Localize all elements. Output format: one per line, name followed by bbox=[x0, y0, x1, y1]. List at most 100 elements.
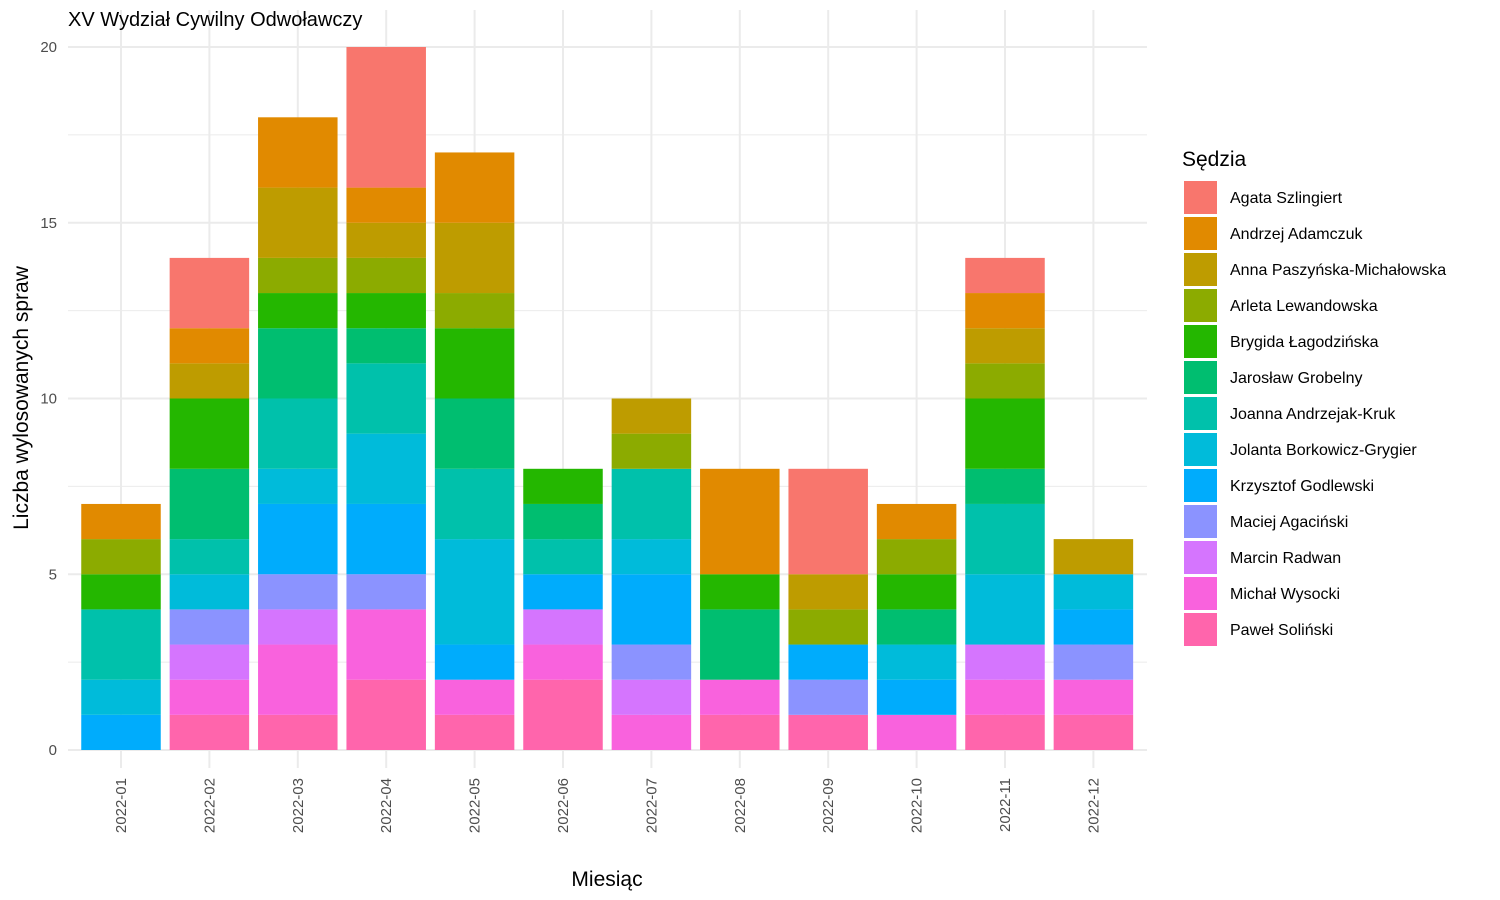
bar-segment bbox=[258, 714, 338, 750]
bar-segment bbox=[346, 363, 426, 434]
bar-segment bbox=[434, 644, 515, 680]
bar-segment bbox=[876, 539, 957, 575]
legend-key bbox=[1184, 433, 1217, 466]
bar-segment bbox=[611, 714, 692, 750]
legend-label: Joanna Andrzejak-Kruk bbox=[1230, 406, 1396, 423]
bar-segment bbox=[258, 117, 338, 188]
y-tick-label: 20 bbox=[40, 39, 57, 56]
x-tick-label: 2022-10 bbox=[909, 778, 926, 833]
bar-segment bbox=[258, 328, 338, 399]
legend-key bbox=[1184, 397, 1217, 430]
legend-label: Agata Szlingiert bbox=[1230, 190, 1343, 207]
bar-segment bbox=[258, 257, 338, 294]
bar-segment bbox=[965, 503, 1045, 575]
bar-segment bbox=[169, 609, 250, 645]
bar-segment bbox=[876, 679, 957, 715]
bar-segment bbox=[611, 539, 692, 575]
bar-segment bbox=[965, 468, 1045, 504]
y-tick-label: 5 bbox=[49, 566, 57, 583]
bar-segment bbox=[876, 714, 957, 750]
y-tick-labels: 0 5 10 15 20 bbox=[40, 39, 57, 759]
bar-segment bbox=[1053, 574, 1134, 610]
legend-label: Arleta Lewandowska bbox=[1230, 298, 1378, 315]
bar-segment bbox=[169, 574, 250, 610]
bar-segment bbox=[523, 468, 603, 504]
bar-segment bbox=[965, 293, 1045, 329]
bar-segment bbox=[434, 539, 515, 645]
legend-title: Sędzia bbox=[1182, 148, 1247, 171]
legend-label: Jarosław Grobelny bbox=[1230, 370, 1363, 387]
bar-segment bbox=[1053, 539, 1134, 575]
legend-key bbox=[1184, 181, 1217, 214]
bar-segment bbox=[434, 328, 515, 399]
legend-label: Brygida Łagodzińska bbox=[1230, 334, 1379, 351]
x-tick-label: 2022-12 bbox=[1085, 778, 1102, 833]
bar-segment bbox=[346, 574, 426, 610]
bar-segment bbox=[611, 574, 692, 645]
x-tick-label: 2022-02 bbox=[201, 778, 218, 833]
bar-segment bbox=[965, 257, 1045, 294]
bar-segment bbox=[788, 644, 868, 680]
bar-segment bbox=[346, 222, 426, 258]
bar-segment bbox=[81, 539, 161, 575]
legend-label: Marcin Radwan bbox=[1230, 550, 1341, 567]
bar-segment bbox=[258, 574, 338, 610]
x-tick-label: 2022-03 bbox=[290, 778, 307, 833]
bar-segment bbox=[965, 398, 1045, 469]
bar-segment bbox=[81, 609, 161, 680]
bar-segment bbox=[434, 222, 515, 294]
bar-segment bbox=[965, 574, 1045, 645]
y-axis-title: Liczba wylosowanych spraw bbox=[10, 265, 33, 530]
bar-segment bbox=[1053, 679, 1134, 715]
bar-segment bbox=[258, 468, 338, 504]
bar-segment bbox=[258, 187, 338, 258]
bar-segment bbox=[788, 714, 868, 750]
x-tick-labels: 2022-01 2022-02 2022-03 2022-04 2022-05 2022-… bbox=[113, 778, 1102, 833]
legend-key bbox=[1184, 577, 1217, 610]
bar-segment bbox=[434, 714, 515, 750]
bar-segment bbox=[434, 398, 515, 469]
bar-segment bbox=[523, 609, 603, 645]
bar-segment bbox=[81, 503, 161, 540]
bar-segment bbox=[258, 503, 338, 575]
bar-segment bbox=[1053, 644, 1134, 680]
bar-segment bbox=[169, 539, 250, 575]
x-tick-label: 2022-01 bbox=[113, 778, 130, 833]
bar-segment bbox=[788, 609, 868, 645]
legend-key bbox=[1184, 217, 1217, 250]
bar-segment bbox=[434, 468, 515, 540]
legend-key bbox=[1184, 361, 1217, 394]
bar-segment bbox=[523, 539, 603, 575]
legend-label: Paweł Soliński bbox=[1230, 622, 1333, 639]
bar-segment bbox=[434, 679, 515, 715]
bar-segment bbox=[700, 468, 780, 575]
bar-segment bbox=[876, 574, 957, 610]
bar-segment bbox=[876, 644, 957, 680]
bars bbox=[81, 47, 1134, 750]
legend-key bbox=[1184, 289, 1217, 322]
bar-segment bbox=[169, 257, 250, 329]
y-tick-label: 0 bbox=[49, 742, 57, 759]
bar-segment bbox=[523, 644, 603, 680]
bar-segment bbox=[258, 293, 338, 329]
bar-segment bbox=[965, 679, 1045, 715]
bar-segment bbox=[788, 679, 868, 715]
legend-label: Krzysztof Godlewski bbox=[1230, 478, 1374, 495]
bar-segment bbox=[611, 679, 692, 715]
bar-segment bbox=[788, 574, 868, 610]
bar-segment bbox=[346, 679, 426, 750]
bar-segment bbox=[434, 152, 515, 223]
bar-segment bbox=[965, 714, 1045, 750]
bar-segment bbox=[346, 47, 426, 188]
bar-segment bbox=[434, 293, 515, 329]
bar-segment bbox=[700, 714, 780, 750]
bar-segment bbox=[169, 328, 250, 364]
x-tick-label: 2022-09 bbox=[820, 778, 837, 833]
bar-segment bbox=[169, 714, 250, 750]
bar-segment bbox=[611, 433, 692, 469]
x-tick-label: 2022-08 bbox=[732, 778, 749, 833]
legend-key bbox=[1184, 541, 1217, 574]
bar-segment bbox=[611, 398, 692, 434]
legend: Sędzia Agata Szlingiert Andrzej Adamczuk A… bbox=[1182, 148, 1446, 646]
